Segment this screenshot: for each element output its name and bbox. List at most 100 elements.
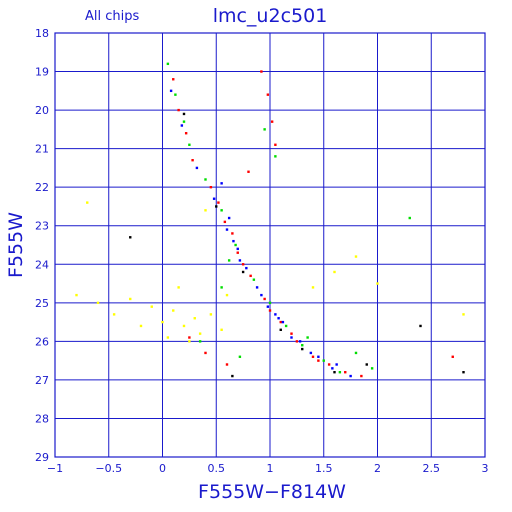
data-point: [209, 185, 213, 189]
data-point: [220, 209, 223, 212]
data-point: [306, 336, 309, 339]
data-point: [284, 324, 288, 328]
data-point: [198, 340, 202, 343]
plot-area: [55, 33, 485, 457]
data-point: [220, 328, 223, 331]
data-point: [327, 363, 331, 366]
data-point: [188, 336, 191, 339]
x-tick-label: 3: [482, 462, 489, 475]
data-point: [182, 120, 186, 123]
data-point: [260, 293, 263, 297]
data-point: [360, 374, 363, 378]
data-point: [277, 317, 280, 320]
data-point: [268, 309, 272, 312]
data-point: [227, 259, 231, 262]
data-point: [354, 255, 358, 258]
x-tick-label: 0: [159, 462, 166, 475]
data-point: [204, 178, 207, 181]
data-point: [129, 236, 132, 239]
ticks-layer: −1 −0.5 0 0.5 1 1.5 2 2.5 3 18 19 20 21 22 23 24 25 26 27 2…: [35, 27, 489, 475]
data-point: [204, 351, 207, 355]
data-point: [274, 143, 277, 146]
data-point: [263, 128, 266, 131]
data-point: [227, 216, 231, 220]
data-point: [281, 320, 285, 324]
y-tick-label: 29: [35, 451, 49, 464]
data-point: [184, 132, 188, 135]
data-point: [231, 232, 234, 235]
y-tick-label: 21: [35, 143, 49, 156]
data-point: [266, 305, 270, 308]
data-point: [331, 367, 334, 370]
chart-title: lmc_u2c501: [213, 5, 328, 27]
data-point: [301, 344, 304, 347]
data-point: [223, 220, 227, 224]
x-tick-label: 2.5: [423, 462, 441, 475]
data-point: [249, 274, 252, 278]
data-point: [182, 324, 186, 328]
chart-subtitle: All chips: [85, 9, 139, 24]
y-tick-label: 22: [35, 181, 49, 194]
x-tick-label: 0.5: [208, 462, 226, 475]
data-point: [462, 313, 465, 316]
data-point: [333, 270, 336, 274]
x-tick-label: −1: [47, 462, 63, 475]
data-point: [212, 197, 216, 200]
data-point: [174, 93, 177, 96]
data-point: [241, 263, 245, 266]
data-point: [169, 89, 173, 93]
data-point: [451, 355, 454, 358]
points-layer: [75, 62, 465, 378]
data-point: [290, 332, 293, 335]
y-tick-label: 24: [35, 258, 49, 271]
data-point: [295, 340, 299, 343]
x-tick-label: −0.5: [95, 462, 122, 475]
data-point: [317, 359, 320, 362]
data-point: [225, 363, 229, 366]
x-axis-label: F555W−F814W: [198, 481, 346, 503]
data-point: [419, 324, 422, 328]
data-point: [311, 355, 315, 358]
data-point: [150, 305, 153, 308]
x-tick-label: 1: [267, 462, 274, 475]
data-point: [255, 286, 259, 289]
data-point: [338, 371, 342, 374]
plot-frame: [54, 32, 486, 458]
data-point: [166, 336, 170, 339]
data-point: [177, 286, 180, 289]
data-point: [215, 205, 218, 208]
data-point: [370, 367, 374, 370]
y-tick-label: 28: [35, 412, 49, 425]
data-point: [220, 286, 223, 289]
data-point: [188, 340, 191, 343]
data-point: [268, 301, 272, 305]
data-point: [172, 78, 175, 81]
data-point: [260, 70, 263, 73]
data-point: [245, 266, 248, 270]
data-point: [129, 297, 132, 301]
data-point: [279, 320, 282, 324]
data-point: [333, 371, 336, 374]
data-point: [166, 62, 170, 66]
data-point: [198, 332, 202, 335]
data-point: [335, 363, 338, 366]
data-point: [301, 347, 304, 351]
data-point: [182, 112, 186, 116]
data-point: [209, 313, 213, 316]
data-point: [349, 374, 352, 378]
data-point: [188, 143, 191, 146]
data-point: [86, 201, 89, 204]
x-tick-label: 1.5: [315, 462, 333, 475]
data-point: [195, 166, 199, 170]
data-point: [354, 351, 358, 355]
data-point: [225, 228, 229, 231]
data-point: [217, 201, 220, 204]
data-point: [317, 355, 320, 358]
data-point: [193, 317, 196, 320]
data-point: [298, 340, 302, 343]
data-point: [311, 286, 315, 289]
data-point: [408, 216, 411, 220]
data-point: [180, 124, 184, 127]
data-point: [238, 355, 242, 358]
data-point: [234, 243, 237, 247]
